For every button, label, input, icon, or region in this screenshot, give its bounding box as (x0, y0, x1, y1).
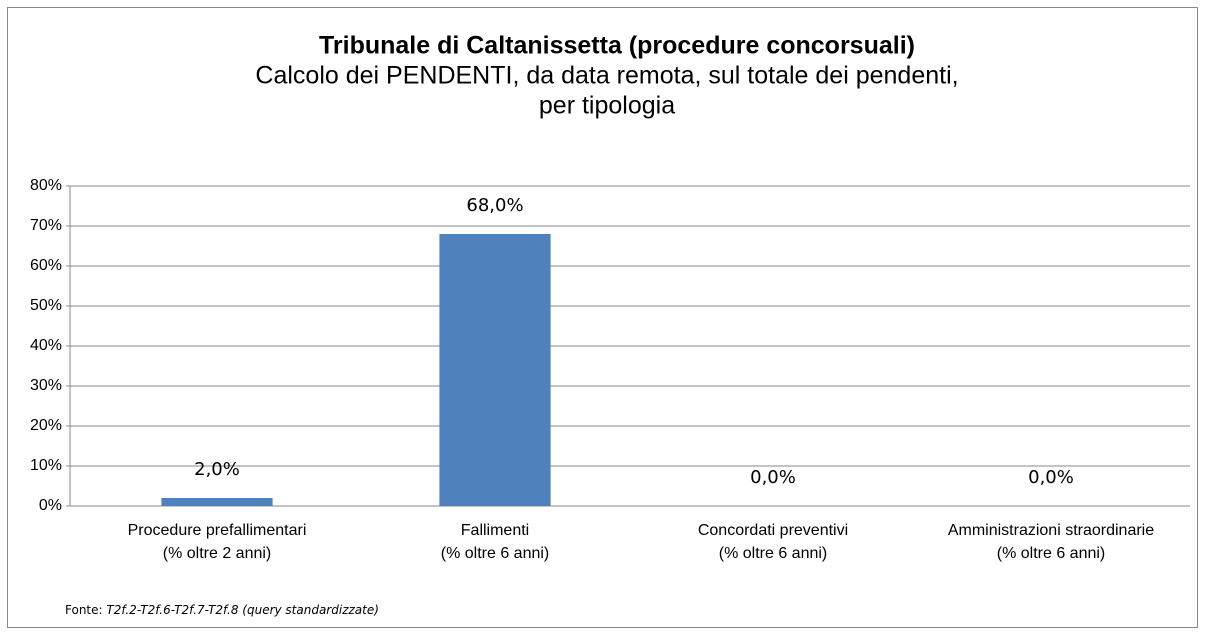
source-label: Fonte: (65, 603, 103, 617)
chart-title: Tribunale di Caltanissetta (procedure co… (319, 32, 915, 60)
value-label: 68,0% (466, 195, 523, 216)
source-text: T2f.2-T2f.6-T2f.7-T2f.8 (query standardi… (106, 603, 379, 617)
value-label: 0,0% (1028, 467, 1074, 488)
y-tick-label: 60% (30, 257, 62, 274)
y-tick-label: 80% (30, 177, 62, 194)
x-tick-label: Fallimenti (461, 522, 529, 539)
chart-subtitle: Calcolo dei PENDENTI, da data remota, su… (255, 62, 958, 90)
bar (439, 234, 551, 506)
y-tick-label: 70% (30, 217, 62, 234)
y-tick-label: 40% (30, 337, 62, 354)
y-tick-label: 50% (30, 297, 62, 314)
x-tick-label: Amministrazioni straordinarie (948, 522, 1154, 539)
value-label: 2,0% (194, 459, 240, 480)
y-tick-label: 20% (30, 417, 62, 434)
value-label: 0,0% (750, 467, 796, 488)
chart-frame (7, 7, 1198, 628)
x-tick-label: (% oltre 6 anni) (441, 545, 550, 562)
x-tick-label: Procedure prefallimentari (128, 522, 307, 539)
source-note: Fonte: T2f.2-T2f.6-T2f.7-T2f.8 (query st… (65, 603, 379, 617)
chart-subtitle: per tipologia (539, 92, 675, 120)
y-tick-label: 10% (30, 457, 62, 474)
y-tick-label: 0% (39, 497, 62, 514)
x-tick-label: (% oltre 6 anni) (997, 545, 1106, 562)
x-tick-label: (% oltre 6 anni) (719, 545, 828, 562)
bar (161, 498, 273, 506)
x-tick-label: (% oltre 2 anni) (163, 545, 272, 562)
x-tick-label: Concordati preventivi (698, 522, 848, 539)
y-tick-label: 30% (30, 377, 62, 394)
